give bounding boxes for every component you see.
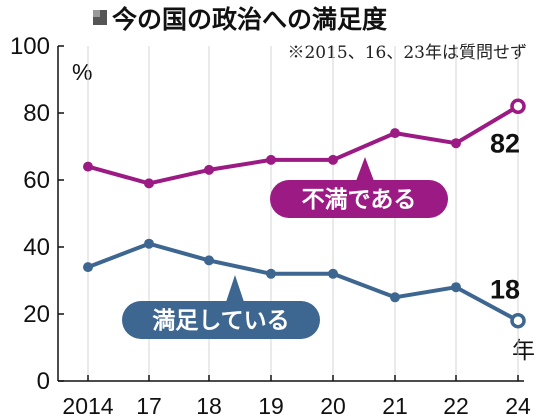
series-1-point-22	[451, 282, 461, 293]
callout-pointer-0	[356, 157, 374, 181]
series-1-point-2014	[83, 262, 93, 273]
callout-1: 満足している	[122, 275, 320, 339]
x-tick-label-21: 21	[382, 393, 408, 419]
callout-pointer-1	[226, 275, 244, 302]
x-tick-label-18: 18	[196, 393, 222, 419]
series-1-point-24	[510, 312, 526, 329]
x-tick-label-19: 19	[258, 393, 284, 419]
series-1-point-17	[144, 238, 154, 249]
y-tick-label-60: 60	[23, 167, 50, 194]
series-line-0	[87, 104, 520, 186]
y-tick-label-20: 20	[23, 301, 50, 328]
series-line-1	[87, 241, 519, 323]
series-0-point-24	[510, 98, 526, 115]
callout-box-1	[122, 301, 320, 339]
end-value-label-0: 82	[490, 128, 520, 158]
end-value-label-1: 18	[490, 275, 520, 305]
y-tick-label-80: 80	[23, 100, 50, 127]
series-1-point-20	[328, 268, 338, 279]
callout-0: 不満である	[270, 157, 448, 218]
series-0-point-21	[390, 128, 400, 139]
x-tick-label-2014: 2014	[62, 393, 113, 419]
series-0-point-2014	[83, 161, 93, 172]
series-1-point-19	[266, 268, 276, 279]
series-0-point-19	[266, 154, 276, 165]
y-tick-label-100: 100	[10, 33, 50, 60]
x-unit-label: 年	[512, 337, 535, 363]
y-unit-label: %	[72, 59, 92, 85]
x-tick-label-22: 22	[443, 393, 469, 419]
series-lines	[83, 98, 526, 329]
series-0-point-17	[144, 178, 154, 189]
series-name-label-0: 不満である	[302, 187, 417, 213]
chart-note: ※2015、16、23年は質問せず	[287, 43, 527, 63]
series-0-point-18	[204, 164, 214, 175]
series-1-point-18	[204, 255, 214, 266]
x-tick-label-24: 24	[505, 393, 531, 419]
callout-box-0	[270, 180, 448, 218]
axes: 0 20 40 60 80 100 2014 17 18 19 20 21 22 24	[10, 33, 531, 419]
y-tick-label-0: 0	[37, 368, 50, 395]
title-cube-icon-face	[93, 10, 100, 17]
x-tick-label-20: 20	[320, 393, 346, 419]
chart-title: 今の国の政治への満足度	[112, 5, 387, 34]
series-0-point-20	[328, 154, 338, 165]
series-0-point-22	[451, 138, 461, 149]
x-tick-label-17: 17	[136, 393, 162, 419]
y-tick-label-40: 40	[23, 234, 50, 261]
series-name-label-1: 満足している	[152, 308, 289, 334]
series-1-point-21	[390, 292, 400, 303]
